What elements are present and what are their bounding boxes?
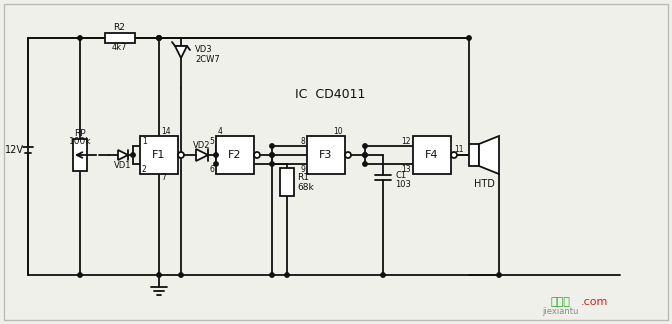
Circle shape <box>269 153 274 157</box>
Text: F4: F4 <box>425 150 439 160</box>
Circle shape <box>214 162 218 166</box>
Text: .com: .com <box>581 297 607 307</box>
Circle shape <box>78 273 82 277</box>
Circle shape <box>269 273 274 277</box>
Text: IC  CD4011: IC CD4011 <box>295 88 365 101</box>
Circle shape <box>363 153 367 157</box>
Text: 12: 12 <box>401 137 411 146</box>
Circle shape <box>157 36 161 40</box>
Circle shape <box>345 152 351 158</box>
Text: 13: 13 <box>401 165 411 173</box>
Circle shape <box>363 144 367 148</box>
Text: jiexiantu: jiexiantu <box>542 307 578 317</box>
Circle shape <box>269 144 274 148</box>
Text: C1: C1 <box>395 171 406 180</box>
Circle shape <box>157 273 161 277</box>
Text: 4k7: 4k7 <box>112 42 127 52</box>
Circle shape <box>497 273 501 277</box>
Bar <box>105 33 134 43</box>
Bar <box>280 168 294 196</box>
Circle shape <box>451 152 457 158</box>
Bar <box>216 136 254 174</box>
Circle shape <box>254 152 260 158</box>
Text: 7: 7 <box>161 173 166 182</box>
Text: 1: 1 <box>142 137 146 146</box>
Circle shape <box>179 273 183 277</box>
Text: F2: F2 <box>228 150 242 160</box>
Text: R1: R1 <box>297 173 309 182</box>
Text: R2: R2 <box>114 24 126 32</box>
Text: 4: 4 <box>218 126 223 135</box>
Text: HTD: HTD <box>474 179 495 189</box>
Text: 14: 14 <box>161 128 171 136</box>
Text: 6: 6 <box>209 165 214 173</box>
Polygon shape <box>196 149 208 161</box>
Circle shape <box>285 273 289 277</box>
Circle shape <box>363 153 367 157</box>
Text: VD2: VD2 <box>194 141 211 149</box>
Text: 2: 2 <box>142 165 146 173</box>
Text: VD3: VD3 <box>195 45 212 54</box>
Text: F1: F1 <box>153 150 166 160</box>
Polygon shape <box>479 136 499 174</box>
Circle shape <box>78 36 82 40</box>
Text: F3: F3 <box>319 150 333 160</box>
Bar <box>73 139 87 171</box>
Circle shape <box>381 273 385 277</box>
Bar <box>413 136 451 174</box>
Text: 接线图: 接线图 <box>550 297 570 307</box>
Circle shape <box>178 152 184 158</box>
Text: RP: RP <box>74 129 86 137</box>
Circle shape <box>214 153 218 157</box>
Text: VD1: VD1 <box>114 160 132 169</box>
Text: 11: 11 <box>454 145 464 155</box>
Circle shape <box>467 36 471 40</box>
Text: 100k: 100k <box>69 136 91 145</box>
Circle shape <box>363 162 367 166</box>
Circle shape <box>269 153 274 157</box>
Bar <box>469 144 479 166</box>
Text: 9: 9 <box>300 165 305 173</box>
Text: 2CW7: 2CW7 <box>195 55 220 64</box>
Text: 68k: 68k <box>297 182 314 191</box>
Circle shape <box>269 162 274 166</box>
Circle shape <box>157 36 161 40</box>
Bar <box>140 136 178 174</box>
Text: 10: 10 <box>333 126 343 135</box>
Circle shape <box>157 36 161 40</box>
Bar <box>307 136 345 174</box>
Text: 103: 103 <box>395 180 411 189</box>
Polygon shape <box>118 150 128 160</box>
Polygon shape <box>175 46 187 58</box>
Text: 12V: 12V <box>5 145 24 155</box>
Text: 5: 5 <box>209 137 214 146</box>
Circle shape <box>131 153 135 157</box>
Text: 8: 8 <box>300 137 305 146</box>
